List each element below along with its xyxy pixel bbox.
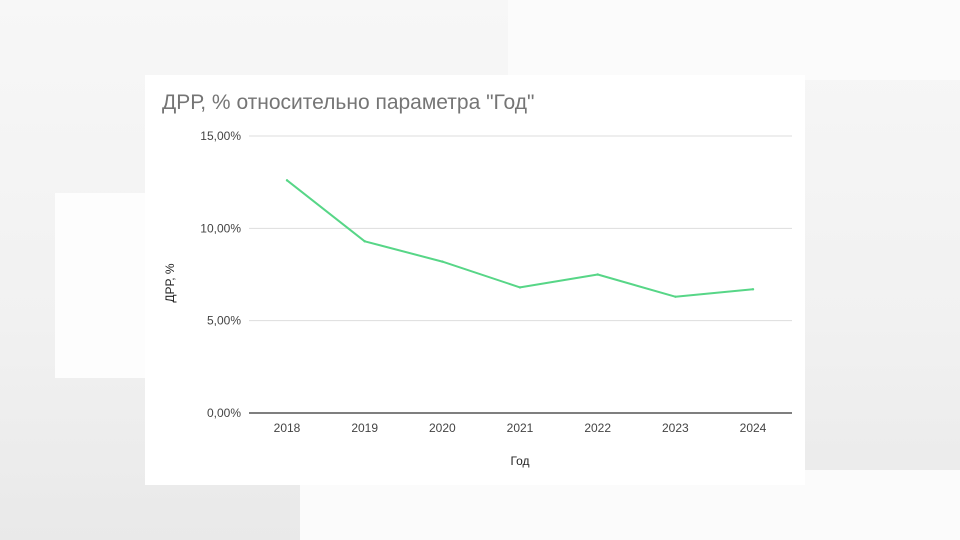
x-tick-label: 2024 — [740, 421, 767, 435]
data-point — [751, 288, 755, 291]
series-line — [286, 179, 754, 298]
data-point — [674, 295, 677, 298]
x-tick-label: 2022 — [584, 421, 611, 435]
y-axis-label: ДРР, % — [163, 263, 177, 303]
y-tick-label: 10,00% — [200, 221, 241, 235]
x-axis-label: Год — [510, 454, 529, 468]
series-layer — [285, 179, 755, 298]
data-point — [363, 240, 366, 243]
y-tick-label: 15,00% — [200, 129, 241, 143]
x-axis-ticks: 2018 2019 2020 2021 2022 2023 2024 — [274, 421, 767, 435]
data-point — [518, 286, 522, 289]
data-point — [441, 260, 444, 263]
x-tick-label: 2021 — [507, 421, 534, 435]
chart-title: ДРР, % относительно параметра "Год" — [162, 91, 535, 114]
x-tick-label: 2018 — [274, 421, 301, 435]
gridlines — [249, 135, 792, 414]
y-tick-label: 0,00% — [207, 406, 241, 420]
x-tick-label: 2019 — [351, 421, 378, 435]
y-axis-ticks: 0,00% 5,00% 10,00% 15,00% — [200, 129, 241, 420]
x-tick-label: 2023 — [662, 421, 689, 435]
background-panel — [508, 0, 960, 80]
data-point — [285, 179, 289, 182]
chart-card — [145, 75, 805, 485]
data-point — [596, 273, 599, 276]
x-tick-label: 2020 — [429, 421, 456, 435]
y-tick-label: 5,00% — [207, 314, 241, 328]
